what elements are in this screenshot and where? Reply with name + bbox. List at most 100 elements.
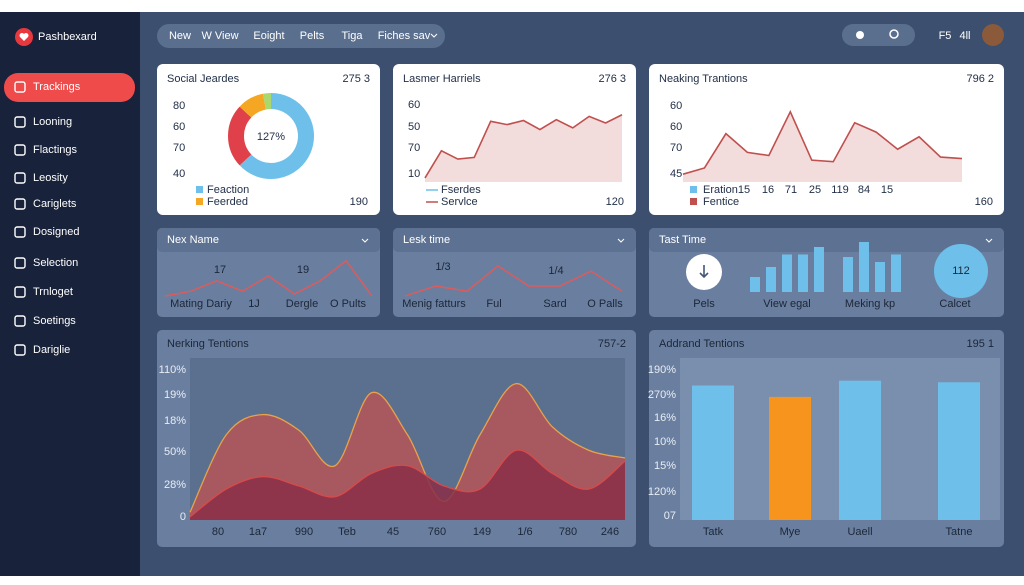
y-label: 120% bbox=[648, 486, 676, 498]
axis-label: 60 bbox=[670, 121, 682, 133]
nav-icon bbox=[14, 81, 26, 93]
nav-item[interactable]: Cariglets bbox=[33, 198, 77, 210]
x-label: View egal bbox=[763, 298, 811, 310]
legend-swatch bbox=[196, 186, 203, 193]
nav-icon bbox=[14, 226, 26, 238]
axis-label: 50 bbox=[408, 121, 420, 133]
y-label: 19% bbox=[164, 389, 186, 401]
x-label: Meking kp bbox=[845, 298, 895, 310]
nav-icon bbox=[14, 144, 26, 156]
y-label: 07 bbox=[664, 510, 676, 522]
bar bbox=[814, 247, 824, 292]
card-title: Neaking Trantions bbox=[659, 73, 748, 85]
card-title: Lesk time bbox=[403, 234, 450, 246]
y-label: 270% bbox=[648, 389, 676, 401]
chevron bbox=[361, 238, 369, 243]
x-label: Mating Dariy bbox=[170, 298, 232, 310]
brand-heart bbox=[19, 33, 29, 41]
line bbox=[189, 449, 626, 518]
card-header bbox=[157, 228, 380, 252]
y-label: 50% bbox=[164, 446, 186, 458]
axis-label: 40 bbox=[173, 168, 185, 180]
nav-icon bbox=[14, 198, 26, 210]
card-title: Nerking Tentions bbox=[167, 338, 249, 350]
legend-label: Fserdes bbox=[441, 184, 481, 196]
axis-label: 70 bbox=[670, 142, 682, 154]
area bbox=[425, 114, 622, 182]
y-label: 18% bbox=[164, 415, 186, 427]
tab[interactable]: New bbox=[169, 30, 191, 42]
donut-segment bbox=[228, 106, 252, 166]
nav-icon bbox=[14, 315, 26, 327]
y-label: 0 bbox=[180, 511, 186, 523]
tab[interactable]: Tiga bbox=[342, 30, 364, 42]
nav-icon bbox=[14, 172, 26, 184]
nav-item[interactable]: Flactings bbox=[33, 144, 78, 156]
tab[interactable]: Eoight bbox=[253, 30, 284, 42]
area bbox=[683, 111, 962, 182]
nav-item[interactable]: Dosigned bbox=[33, 226, 79, 238]
legend-label: Feerded bbox=[207, 196, 248, 208]
status: 4ll bbox=[959, 30, 970, 42]
card-figure: 757-2 bbox=[598, 338, 626, 350]
nav-active[interactable] bbox=[4, 73, 135, 102]
axis-label: 70 bbox=[408, 142, 420, 154]
tab[interactable]: Fiches sav bbox=[378, 30, 431, 42]
x-label: Tatk bbox=[703, 526, 724, 538]
x-label: Sard bbox=[543, 298, 566, 310]
card-title: Tast Time bbox=[659, 234, 706, 246]
axis-label: 10 bbox=[408, 168, 420, 180]
line bbox=[424, 114, 623, 179]
bar bbox=[782, 254, 792, 292]
x-label: 1a7 bbox=[249, 526, 267, 538]
legend-swatch bbox=[690, 186, 697, 193]
line bbox=[682, 109, 963, 175]
x-label: 990 bbox=[295, 526, 313, 538]
bar bbox=[692, 385, 734, 520]
legend-value: 25 bbox=[809, 184, 821, 196]
tab-bar bbox=[157, 24, 445, 48]
legend-label: Eration bbox=[703, 184, 738, 196]
bar bbox=[938, 382, 980, 520]
legend-value: 16 bbox=[762, 184, 774, 196]
x-label: 1J bbox=[248, 298, 260, 310]
big-number: 112 bbox=[952, 265, 970, 277]
toolbar[interactable] bbox=[842, 24, 915, 46]
donut-segment bbox=[239, 93, 267, 118]
axis-label: 45 bbox=[670, 168, 682, 180]
nav-icon bbox=[14, 116, 26, 128]
bar bbox=[859, 242, 869, 292]
card-header bbox=[393, 228, 636, 252]
y-label: 28% bbox=[164, 479, 186, 491]
y-label: 10% bbox=[654, 436, 676, 448]
nav-item[interactable]: Trackings bbox=[33, 81, 81, 93]
nav-item[interactable]: Soetings bbox=[33, 315, 76, 327]
legend-label: Fentice bbox=[703, 196, 739, 208]
tab[interactable]: Pelts bbox=[300, 30, 325, 42]
brand: Pashbexard bbox=[38, 31, 97, 43]
bar bbox=[750, 277, 760, 292]
bar bbox=[843, 257, 853, 292]
nav-item[interactable]: Trnloget bbox=[33, 286, 73, 298]
line bbox=[164, 259, 373, 297]
avatar[interactable] bbox=[982, 24, 1004, 46]
y-label: 15% bbox=[654, 460, 676, 472]
tab[interactable]: W View bbox=[201, 30, 238, 42]
x-label: Calcet bbox=[939, 298, 970, 310]
bar bbox=[875, 262, 885, 292]
card-figure: 195 1 bbox=[966, 338, 994, 350]
legend-value: 71 bbox=[785, 184, 797, 196]
x-label: 45 bbox=[387, 526, 399, 538]
down-arrow bbox=[699, 265, 709, 279]
stat-circle bbox=[934, 244, 988, 298]
card-header bbox=[649, 228, 1004, 252]
nav-item[interactable]: Looning bbox=[33, 116, 72, 128]
x-label: Pels bbox=[693, 298, 715, 310]
value-label: 17 bbox=[214, 264, 226, 276]
nav-item[interactable]: Leosity bbox=[33, 172, 68, 184]
nav-item[interactable]: Selection bbox=[33, 257, 78, 269]
nav-item[interactable]: Dariglie bbox=[33, 344, 70, 356]
legend-swatch bbox=[690, 198, 697, 205]
card-title: Nex Name bbox=[167, 234, 219, 246]
